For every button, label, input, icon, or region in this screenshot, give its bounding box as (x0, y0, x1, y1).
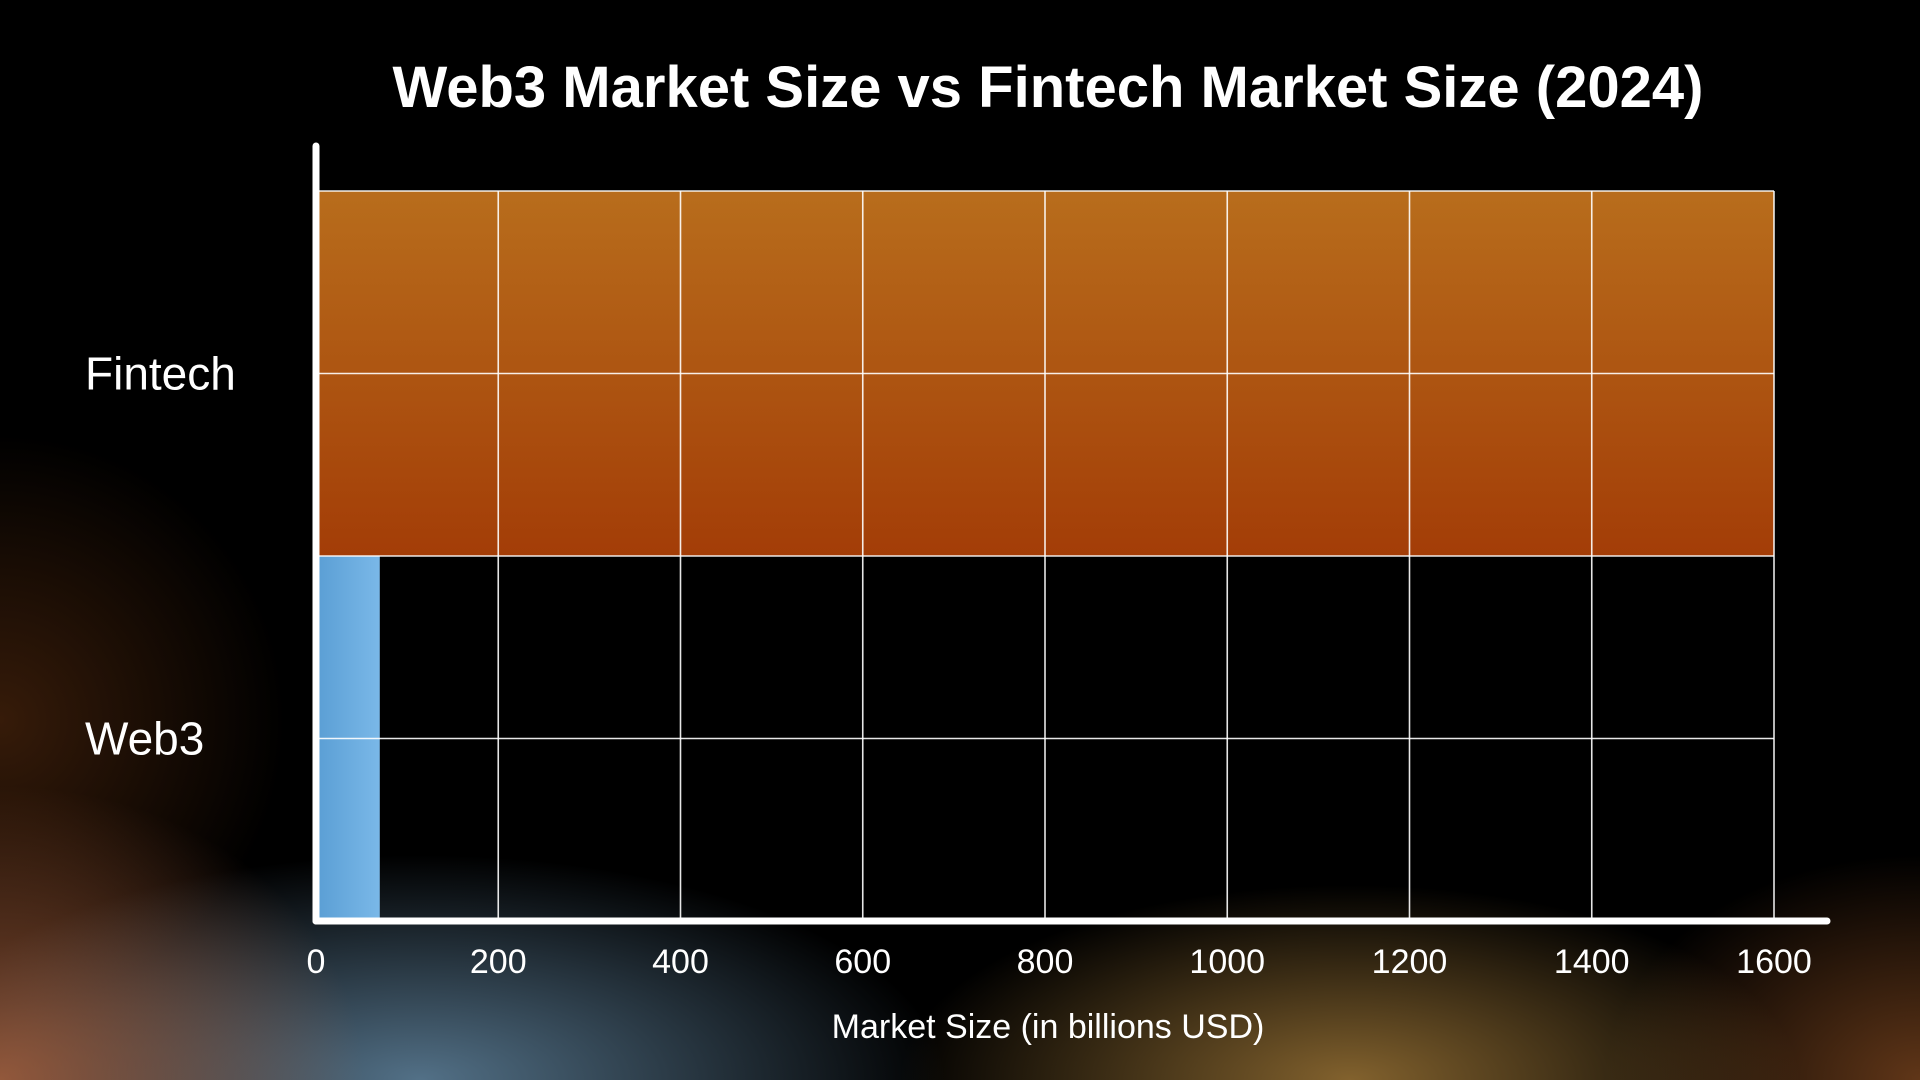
x-tick-label: 600 (834, 943, 891, 981)
x-tick-label: 0 (307, 943, 326, 981)
x-tick-label: 1000 (1189, 943, 1265, 981)
x-axis-label: Market Size (in billions USD) (832, 1008, 1265, 1046)
x-tick-label: 200 (470, 943, 527, 981)
category-labels: Fintech Web3 (85, 348, 236, 765)
x-tick-label: 1400 (1554, 943, 1630, 981)
category-label-web3: Web3 (85, 713, 204, 765)
x-tick-labels: 0 200 400 600 800 1000 1200 1400 1600 (307, 943, 1812, 981)
x-tick-label: 1200 (1372, 943, 1448, 981)
x-tick-label: 1600 (1736, 943, 1812, 981)
grid-group (316, 190, 1775, 921)
x-tick-label: 400 (652, 943, 709, 981)
x-tick-label: 800 (1017, 943, 1074, 981)
category-label-fintech: Fintech (85, 348, 236, 400)
chart-title: Web3 Market Size vs Fintech Market Size … (393, 55, 1704, 120)
